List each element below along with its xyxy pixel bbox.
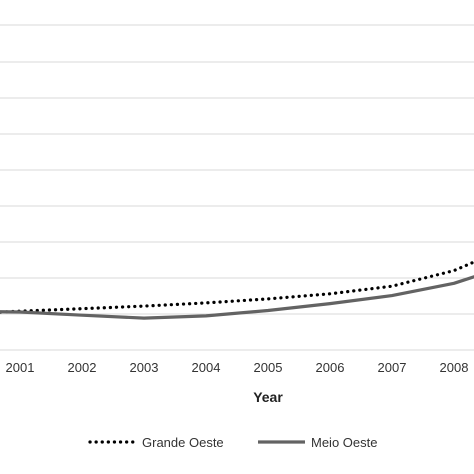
series-line-grande-oeste — [0, 260, 474, 314]
x-tick-2002: 2002 — [68, 360, 97, 375]
legend: Grande Oeste Meio Oeste — [88, 435, 377, 450]
series-lines — [0, 260, 474, 320]
x-tick-2005: 2005 — [254, 360, 283, 375]
x-tick-2006: 2006 — [316, 360, 345, 375]
x-tick-2004: 2004 — [192, 360, 221, 375]
legend-label-grande-oeste: Grande Oeste — [142, 435, 224, 450]
x-tick-2003: 2003 — [130, 360, 159, 375]
x-tick-2007: 2007 — [378, 360, 407, 375]
legend-label-meio-oeste: Meio Oeste — [311, 435, 377, 450]
x-tick-2008: 2008 — [440, 360, 469, 375]
x-axis-title: Year — [253, 389, 283, 405]
series-line-meio-oeste — [0, 275, 474, 320]
x-tick-2001: 2001 — [6, 360, 35, 375]
x-tick-labels: 2001 2002 2003 2004 2005 2006 2007 2008 — [6, 360, 469, 375]
